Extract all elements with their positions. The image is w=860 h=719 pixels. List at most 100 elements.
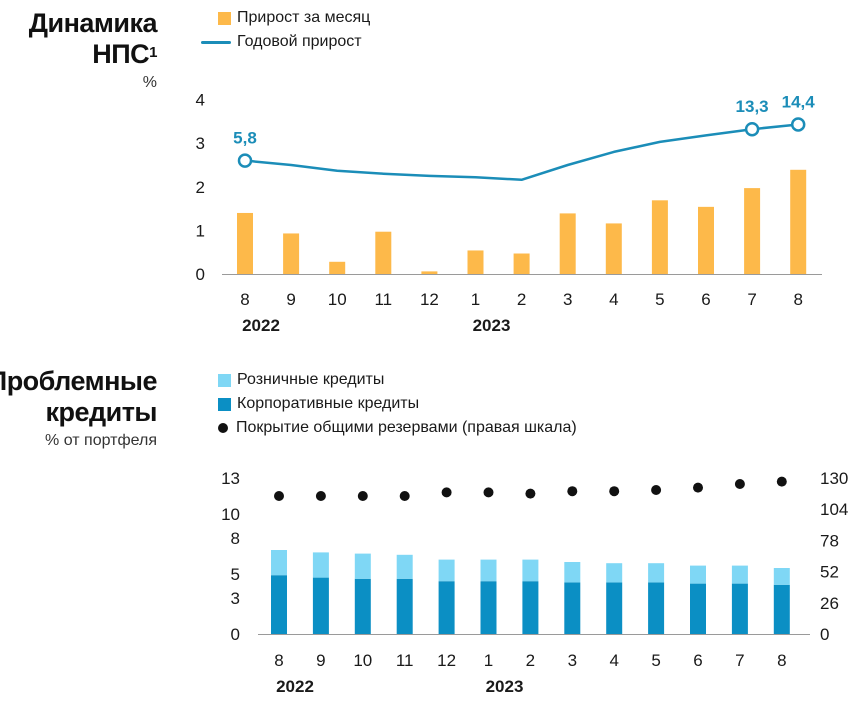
monthly-growth-bar <box>329 261 346 274</box>
x-tick-label: 12 <box>420 290 439 309</box>
retail-loans-bar <box>773 568 790 585</box>
coverage-dot <box>734 479 745 489</box>
annual-growth-marker <box>237 153 253 168</box>
annual-growth-line <box>244 123 799 182</box>
x-tick-label: 3 <box>568 651 577 670</box>
chart2-unit: % от портфеля <box>45 432 157 449</box>
chart1-title: Динамика НПС1 <box>28 8 158 70</box>
y-tick-label-left: 3 <box>231 589 240 608</box>
legend-label-retail: Розничные кредиты <box>237 371 385 388</box>
y-tick-label-left: 5 <box>231 565 240 584</box>
footnote-marker: 1 <box>149 44 157 61</box>
x-tick-label: 9 <box>316 651 325 670</box>
x-tick-label: 10 <box>353 651 372 670</box>
chart2-title-line1: Проблемные <box>0 366 158 396</box>
legend-swatch-dot <box>218 423 228 433</box>
y-tick-label-left: 10 <box>221 505 240 524</box>
legend-label-annual: Годовой прирост <box>237 33 362 50</box>
x-tick-label: 4 <box>609 651 618 670</box>
x-tick-label: 4 <box>609 290 618 309</box>
y-tick-label-right: 0 <box>820 625 829 644</box>
y-tick-label: 1 <box>196 221 205 240</box>
y-tick-label: 4 <box>196 91 205 110</box>
y-tick-label-right: 130 <box>820 469 848 488</box>
chart2-legend: Розничные кредиты Корпоративные кредиты … <box>218 368 577 440</box>
y-tick-label: 3 <box>196 134 205 153</box>
coverage-dot <box>693 482 703 493</box>
legend-swatch-light-blue <box>218 373 231 387</box>
coverage-dot <box>399 491 410 501</box>
legend-swatch-orange <box>218 11 231 25</box>
annual-growth-data-label: 13,3 <box>736 97 769 116</box>
retail-loans-bar <box>480 559 497 582</box>
x-tick-label: 1 <box>471 290 480 309</box>
chart2-title: Проблемные кредиты <box>0 366 158 428</box>
retail-loans-bar <box>606 563 623 583</box>
monthly-growth-bar <box>559 213 576 274</box>
legend-swatch-blue-line <box>201 40 231 44</box>
y-tick-label-right: 26 <box>820 594 839 613</box>
x-tick-label: 11 <box>374 290 392 309</box>
x-tick-label: 10 <box>328 290 347 309</box>
corporate-loans-bar <box>773 584 790 634</box>
retail-loans-bar <box>648 563 665 583</box>
coverage-dot <box>274 491 284 501</box>
monthly-growth-bar <box>421 271 438 274</box>
x-tick-label: 5 <box>651 651 660 670</box>
monthly-growth-bar <box>283 233 300 274</box>
retail-loans-bar <box>312 552 329 578</box>
coverage-dot <box>525 488 536 499</box>
legend-item-retail: Розничные кредиты <box>218 368 577 392</box>
annual-growth-data-label: 14,4 <box>782 92 816 111</box>
corporate-loans-bar <box>312 577 329 634</box>
coverage-dot <box>441 487 452 498</box>
retail-loans-bar <box>396 554 413 579</box>
corporate-loans-bar <box>522 581 539 634</box>
retail-loans-bar <box>731 565 748 584</box>
x-year-label: 2023 <box>486 677 524 696</box>
monthly-growth-bar <box>375 231 392 274</box>
chart1-legend: Прирост за месяц Годовой прирост <box>201 6 370 54</box>
x-year-label: 2022 <box>242 316 280 335</box>
chart1-title-line1: Динамика <box>28 8 158 38</box>
monthly-growth-bar <box>744 188 761 274</box>
corporate-loans-bar <box>438 581 455 634</box>
y-tick-label-right: 78 <box>820 531 839 550</box>
monthly-growth-bar <box>698 206 714 274</box>
retail-loans-bar <box>522 559 539 582</box>
coverage-dot <box>651 485 662 495</box>
corporate-loans-bar <box>648 582 665 634</box>
corporate-loans-bar <box>480 581 497 634</box>
x-tick-label: 1 <box>484 651 493 670</box>
monthly-growth-bar <box>651 200 668 274</box>
legend-item-coverage: Покрытие общими резервами (правая шкала) <box>216 416 577 440</box>
retail-loans-bar <box>564 562 581 583</box>
monthly-growth-bar <box>237 212 253 274</box>
retail-loans-bar <box>690 565 706 584</box>
coverage-dot <box>357 491 368 501</box>
corporate-loans-bar <box>690 583 706 634</box>
coverage-dot <box>776 476 787 487</box>
legend-label-coverage: Покрытие общими резервами (правая шкала) <box>236 419 577 436</box>
y-tick-label: 0 <box>196 265 205 284</box>
legend-item-corporate: Корпоративные кредиты <box>218 392 577 416</box>
y-tick-label-right: 52 <box>820 563 839 582</box>
corporate-loans-bar <box>354 578 371 634</box>
retail-loans-bar <box>354 553 371 579</box>
annual-growth-marker <box>744 121 760 137</box>
x-tick-label: 12 <box>437 651 456 670</box>
corporate-loans-bar <box>731 583 748 634</box>
x-year-label: 2022 <box>276 677 314 696</box>
y-tick-label-right: 104 <box>820 500 848 519</box>
retail-loans-bar <box>438 559 455 582</box>
annual-growth-marker <box>790 117 806 132</box>
x-tick-label: 5 <box>655 290 664 309</box>
x-tick-label: 7 <box>747 290 756 309</box>
y-tick-label-left: 8 <box>231 529 240 548</box>
x-tick-label: 2 <box>517 290 526 309</box>
coverage-dot <box>609 486 620 497</box>
x-tick-label: 7 <box>735 651 744 670</box>
legend-swatch-dark-blue <box>218 397 231 411</box>
chart1-title-line2-text: НПС <box>92 39 150 69</box>
monthly-growth-bar <box>605 223 622 274</box>
